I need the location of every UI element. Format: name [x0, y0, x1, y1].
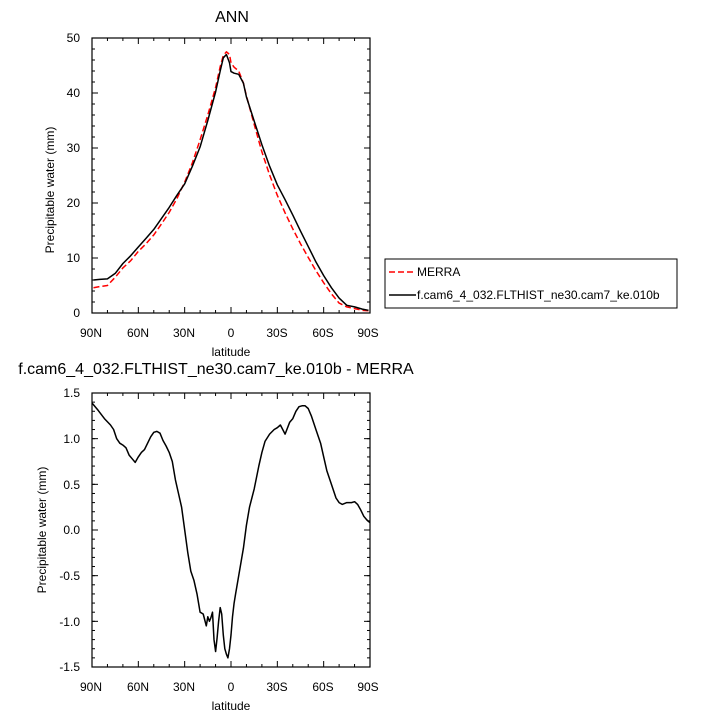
bottom-ytick-label: 1.5 [63, 386, 80, 400]
bottom-xtick-label: 30S [266, 680, 287, 694]
top-series-line-0 [93, 51, 369, 312]
bottom-xtick-label: 0 [228, 680, 235, 694]
bottom-ytick-label: 0.5 [63, 478, 80, 492]
bottom-ytick-label: -1.5 [59, 660, 80, 674]
top-xtick-label: 30N [173, 326, 195, 340]
top-ytick-label: 10 [67, 251, 81, 265]
top-xtick-label: 0 [228, 326, 235, 340]
bottom-chart-title: f.cam6_4_032.FLTHIST_ne30.cam7_ke.010b -… [18, 361, 414, 378]
top-chart-title: ANN [215, 9, 249, 26]
top-series-line-1 [93, 53, 369, 312]
bottom-ytick-label: 1.0 [63, 432, 80, 446]
legend: MERRA f.cam6_4_032.FLTHIST_ne30.cam7_ke.… [384, 258, 678, 309]
top-y-axis-label: Precipitable water (mm) [43, 127, 57, 254]
top-xtick-label: 30S [266, 326, 287, 340]
top-ytick-label: 30 [67, 141, 81, 155]
top-chart: ANN 90N 60N 30N 0 30S 60S 90S 0 10 20 30… [43, 9, 379, 359]
top-xtick-label: 90N [80, 326, 102, 340]
bottom-series-line-0 [91, 402, 371, 659]
legend-label-merra: MERRA [417, 265, 460, 279]
top-plot-frame [91, 37, 371, 314]
bottom-chart: f.cam6_4_032.FLTHIST_ne30.cam7_ke.010b -… [18, 361, 414, 713]
bottom-axis-ticks [91, 392, 371, 668]
legend-label-model: f.cam6_4_032.FLTHIST_ne30.cam7_ke.010b [417, 288, 660, 302]
bottom-series-group [91, 402, 371, 659]
top-xtick-label: 60N [127, 326, 149, 340]
top-ytick-label: 50 [67, 31, 81, 45]
bottom-x-axis-label: latitude [212, 699, 251, 713]
bottom-y-axis-label: Precipitable water (mm) [35, 467, 49, 594]
bottom-ytick-label: 0.0 [63, 523, 80, 537]
top-ytick-label: 0 [73, 306, 80, 320]
bottom-xtick-label: 60N [127, 680, 149, 694]
top-xtick-label: 60S [312, 326, 333, 340]
top-series-group [93, 51, 369, 312]
bottom-ytick-label: -0.5 [59, 569, 80, 583]
legend-box [384, 258, 678, 309]
bottom-ytick-label: -1.0 [59, 615, 80, 629]
bottom-xtick-label: 60S [312, 680, 333, 694]
top-xtick-label: 90S [357, 326, 378, 340]
top-ytick-label: 20 [67, 196, 81, 210]
top-ytick-label: 40 [67, 86, 81, 100]
bottom-xtick-label: 90N [80, 680, 102, 694]
bottom-xtick-label: 30N [173, 680, 195, 694]
top-x-axis-label: latitude [212, 345, 251, 359]
top-axis-ticks [91, 37, 371, 314]
bottom-xtick-label: 90S [357, 680, 378, 694]
